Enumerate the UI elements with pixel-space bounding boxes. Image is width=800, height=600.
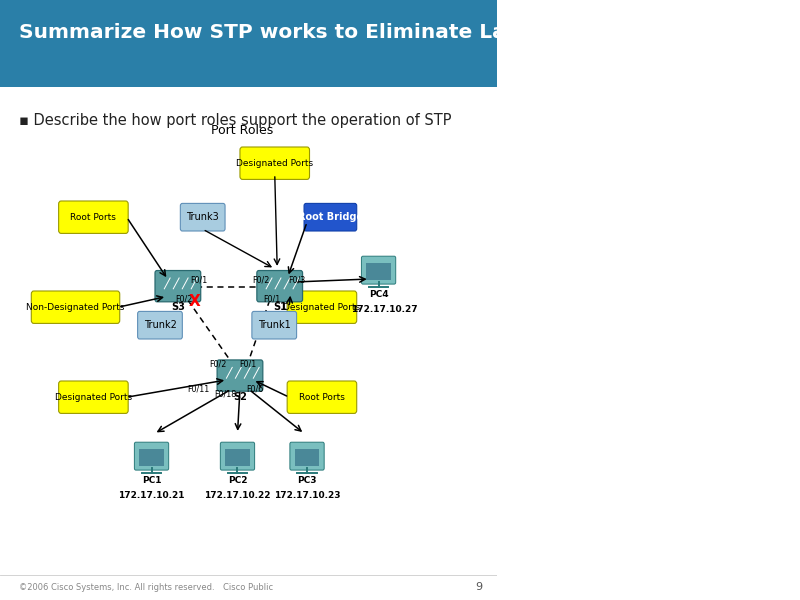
FancyBboxPatch shape [217,360,263,391]
Text: 9: 9 [474,583,482,592]
Text: S1: S1 [273,302,286,313]
FancyBboxPatch shape [31,291,120,323]
Text: F0/1: F0/1 [238,359,256,368]
Text: Non-Designated Ports: Non-Designated Ports [26,302,125,312]
Text: Summarize How STP works to Eliminate Layer 2 Loops in a Converged Network: Summarize How STP works to Eliminate Lay… [19,23,800,43]
Text: Trunk2: Trunk2 [143,320,177,330]
Text: Trunk3: Trunk3 [186,212,219,222]
Text: Designated Ports: Designated Ports [236,158,314,167]
FancyBboxPatch shape [366,263,390,280]
FancyBboxPatch shape [139,449,164,466]
FancyBboxPatch shape [134,442,169,470]
Text: F0/1: F0/1 [264,294,281,304]
FancyBboxPatch shape [252,311,297,339]
Text: 172.17.10.21: 172.17.10.21 [118,491,185,500]
Text: F0/11: F0/11 [188,385,210,394]
FancyBboxPatch shape [295,449,319,466]
Text: F0/2: F0/2 [175,294,193,304]
Text: PC2: PC2 [228,476,247,485]
FancyBboxPatch shape [58,381,128,413]
Text: F0/2: F0/2 [253,275,270,284]
Text: Designated Ports: Designated Ports [283,302,361,312]
Text: ▪ Describe the how port roles support the operation of STP: ▪ Describe the how port roles support th… [19,113,451,127]
Text: 172.17.10.22: 172.17.10.22 [204,491,270,500]
FancyBboxPatch shape [362,256,396,284]
Text: F0/18: F0/18 [214,389,236,398]
FancyBboxPatch shape [257,271,302,302]
Text: Root Bridge: Root Bridge [298,212,363,222]
Text: ©2006 Cisco Systems, Inc. All rights reserved.: ©2006 Cisco Systems, Inc. All rights res… [19,583,214,592]
Text: F0/3: F0/3 [288,275,306,284]
FancyBboxPatch shape [304,203,357,231]
Text: Root Ports: Root Ports [70,212,116,221]
FancyBboxPatch shape [0,0,497,87]
Text: S2: S2 [233,392,247,402]
FancyBboxPatch shape [226,449,250,466]
Text: X: X [189,293,201,308]
FancyBboxPatch shape [58,201,128,233]
FancyBboxPatch shape [287,291,357,323]
FancyBboxPatch shape [240,147,310,179]
Text: PC4: PC4 [369,290,388,299]
Text: Cisco Public: Cisco Public [223,583,274,592]
Text: PC1: PC1 [142,476,162,485]
Text: F0/6: F0/6 [246,385,263,394]
Text: F0/2: F0/2 [209,359,226,368]
Text: PC3: PC3 [298,476,317,485]
FancyBboxPatch shape [138,311,182,339]
Text: 172.17.10.23: 172.17.10.23 [274,491,340,500]
Text: Root Ports: Root Ports [299,392,345,402]
Text: S3: S3 [171,302,185,313]
Text: Trunk1: Trunk1 [258,320,290,330]
FancyBboxPatch shape [180,203,225,231]
Text: Port Roles: Port Roles [211,124,274,137]
FancyBboxPatch shape [220,442,254,470]
Text: Designated Ports: Designated Ports [55,392,132,402]
Text: 172.17.10.27: 172.17.10.27 [351,304,418,313]
FancyBboxPatch shape [287,381,357,413]
FancyBboxPatch shape [155,271,201,302]
FancyBboxPatch shape [290,442,324,470]
Text: F0/1: F0/1 [190,275,207,284]
